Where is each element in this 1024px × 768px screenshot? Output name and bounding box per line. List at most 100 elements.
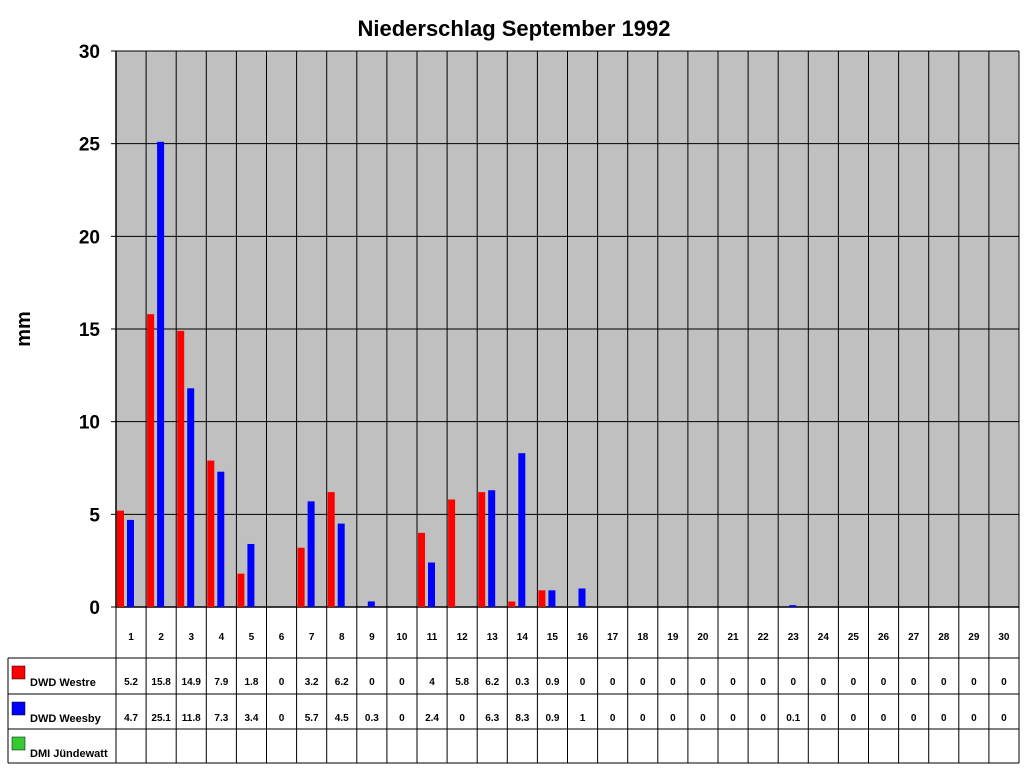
y-tick-label: 0 bbox=[89, 598, 100, 619]
bar-dwd-westre bbox=[297, 547, 305, 607]
data-label: 0 bbox=[730, 713, 736, 724]
data-label: 11.8 bbox=[182, 713, 201, 724]
x-tick-label: 20 bbox=[697, 632, 709, 643]
bar-dwd-weesby bbox=[428, 562, 435, 607]
data-label: 0 bbox=[790, 677, 796, 688]
data-label: 0 bbox=[1001, 677, 1007, 688]
bar-dwd-weesby bbox=[157, 141, 165, 607]
data-label: 0 bbox=[821, 677, 827, 688]
data-label: 0 bbox=[640, 677, 646, 688]
x-tick-label: 3 bbox=[188, 632, 194, 643]
data-label: 3.2 bbox=[305, 677, 319, 688]
bar-dwd-weesby bbox=[307, 501, 315, 607]
bar-dwd-westre bbox=[237, 573, 245, 607]
data-label: 0 bbox=[971, 713, 977, 724]
x-tick-label: 10 bbox=[396, 632, 408, 643]
x-tick-label: 16 bbox=[577, 632, 589, 643]
bar-dwd-weesby bbox=[578, 588, 586, 607]
bar-dwd-weesby bbox=[518, 453, 526, 607]
x-tick-label: 5 bbox=[249, 632, 255, 643]
x-tick-label: 13 bbox=[487, 632, 499, 643]
bar-dwd-weesby bbox=[247, 543, 255, 607]
data-label: 8.3 bbox=[515, 713, 529, 724]
x-tick-label: 28 bbox=[938, 632, 950, 643]
data-label: 1.8 bbox=[244, 677, 258, 688]
data-label: 0 bbox=[700, 713, 706, 724]
bar-dwd-weesby bbox=[127, 519, 134, 607]
data-label: 7.3 bbox=[214, 713, 228, 724]
bar-dwd-westre bbox=[327, 492, 335, 607]
bar-dwd-weesby bbox=[789, 605, 797, 607]
bar-dwd-weesby bbox=[217, 471, 225, 607]
data-label: 0.9 bbox=[545, 713, 559, 724]
x-tick-label: 23 bbox=[788, 632, 800, 643]
x-tick-label: 7 bbox=[309, 632, 315, 643]
y-tick-label: 10 bbox=[79, 413, 100, 434]
data-label: 0.3 bbox=[515, 677, 529, 688]
legend-swatch bbox=[11, 665, 26, 680]
y-tick-label: 5 bbox=[89, 505, 100, 526]
data-label: 0 bbox=[881, 677, 887, 688]
x-tick-label: 24 bbox=[818, 632, 830, 643]
bar-dwd-westre bbox=[147, 314, 155, 607]
data-label: 0 bbox=[851, 713, 857, 724]
legend-entry: DWD Westre bbox=[30, 677, 96, 689]
data-label: 5.7 bbox=[305, 713, 319, 724]
data-label: 5.2 bbox=[124, 677, 138, 688]
x-tick-label: 1 bbox=[128, 632, 134, 643]
legend-entry: DMI Jündewatt bbox=[30, 748, 108, 760]
chart-title: Niederschlag September 1992 bbox=[357, 16, 670, 41]
bar-dwd-westre bbox=[538, 590, 546, 607]
x-tick-label: 22 bbox=[758, 632, 770, 643]
x-tick-label: 9 bbox=[369, 632, 375, 643]
x-tick-label: 6 bbox=[279, 632, 285, 643]
data-label: 0 bbox=[610, 713, 616, 724]
x-tick-label: 12 bbox=[457, 632, 469, 643]
data-table: 1 2 3 4 5 6 7 8 9 10 11 12 13 14 15 16 17 18 19 20 21 22 23 24 2… bbox=[7, 607, 1020, 764]
data-label: 0 bbox=[911, 677, 917, 688]
x-tick-label: 27 bbox=[908, 632, 920, 643]
data-label: 0 bbox=[399, 713, 405, 724]
x-tick-label: 17 bbox=[607, 632, 619, 643]
data-label: 0 bbox=[730, 677, 736, 688]
data-label: 6.2 bbox=[485, 677, 499, 688]
bars bbox=[117, 141, 797, 607]
data-label: 6.3 bbox=[485, 713, 499, 724]
y-axis-ticks: 0 5 10 15 20 25 30 bbox=[79, 42, 116, 619]
x-tick-label: 26 bbox=[878, 632, 890, 643]
y-tick-label: 30 bbox=[79, 42, 100, 63]
bar-dwd-westre bbox=[418, 532, 425, 607]
bar-dwd-weesby bbox=[488, 490, 496, 607]
y-axis-label: mm bbox=[13, 311, 35, 347]
bar-dwd-westre bbox=[508, 601, 516, 607]
data-label: 0 bbox=[399, 677, 405, 688]
data-label: 0 bbox=[760, 713, 766, 724]
x-tick-label: 30 bbox=[998, 632, 1010, 643]
data-label: 7.9 bbox=[214, 677, 228, 688]
data-label: 2.4 bbox=[425, 713, 439, 724]
data-label: 0 bbox=[881, 713, 887, 724]
legend-swatch bbox=[11, 701, 26, 716]
data-label: 15.8 bbox=[151, 677, 171, 688]
data-label: 0 bbox=[369, 677, 375, 688]
legend-entry: DWD Weesby bbox=[30, 713, 102, 725]
legend-swatch bbox=[11, 736, 26, 751]
data-label: 0 bbox=[279, 713, 285, 724]
bar-dwd-weesby bbox=[337, 523, 345, 607]
y-tick-label: 15 bbox=[79, 320, 101, 341]
x-tick-label: 11 bbox=[427, 632, 438, 643]
data-label: 0 bbox=[971, 677, 977, 688]
data-label: 0 bbox=[941, 677, 947, 688]
data-label: 0 bbox=[640, 713, 646, 724]
data-label: 0 bbox=[670, 713, 676, 724]
x-tick-label: 14 bbox=[517, 632, 529, 643]
data-label: 0 bbox=[760, 677, 766, 688]
x-tick-label: 4 bbox=[219, 632, 225, 643]
x-tick-label: 29 bbox=[968, 632, 980, 643]
data-label: 0 bbox=[670, 677, 676, 688]
data-label: 0 bbox=[1001, 713, 1007, 724]
data-label: 0 bbox=[851, 677, 857, 688]
x-tick-label: 19 bbox=[667, 632, 679, 643]
data-label: 4.5 bbox=[335, 713, 349, 724]
